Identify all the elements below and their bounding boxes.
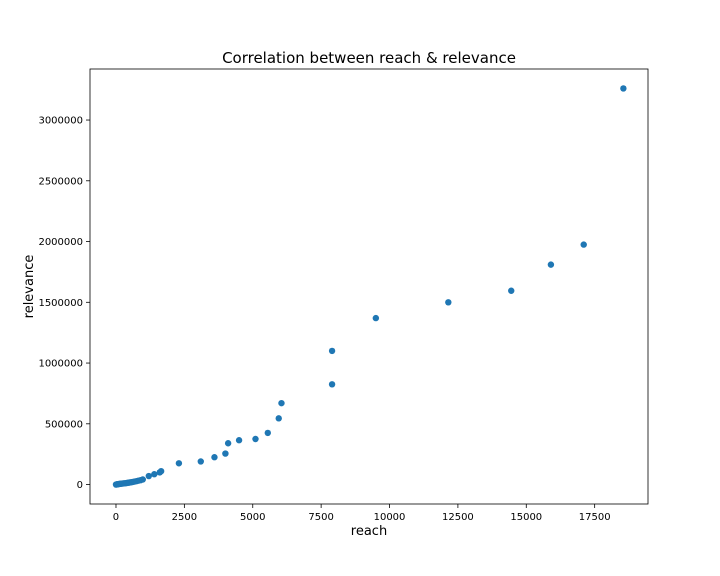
- data-point: [372, 314, 380, 322]
- data-point: [278, 399, 285, 407]
- data-point: [508, 287, 515, 294]
- data-point: [157, 467, 165, 475]
- data-point: [197, 458, 204, 465]
- data-point: [445, 299, 452, 306]
- y-tick-label: 1000000: [38, 359, 83, 370]
- x-tick-label: 10000: [374, 512, 406, 523]
- x-tick-label: 7500: [308, 512, 333, 523]
- data-point: [547, 261, 555, 268]
- x-axis-label: reach: [351, 524, 387, 539]
- x-axis-ticks: 0 2500 5000 7500 10000 12500 15000 17500: [113, 504, 611, 523]
- data-point: [580, 241, 587, 248]
- x-tick-label: 15000: [510, 512, 542, 523]
- y-tick-label: 0: [77, 480, 83, 491]
- data-point: [175, 460, 183, 467]
- y-axis-ticks: 0 500000 1000000 1500000 2000000 2500000 30000…: [38, 116, 90, 491]
- x-tick-label: 17500: [579, 512, 611, 523]
- data-point: [328, 347, 336, 355]
- plot-frame: [89, 68, 649, 505]
- x-tick-label: 2500: [172, 512, 197, 523]
- chart-title: Correlation between reach & relevance: [222, 49, 516, 67]
- data-point: [151, 471, 158, 478]
- data-point: [211, 454, 218, 461]
- x-tick-label: 5000: [240, 512, 265, 523]
- data-point: [264, 429, 271, 437]
- data-point: [222, 450, 229, 457]
- y-tick-label: 2000000: [38, 237, 83, 248]
- x-tick-label: 0: [113, 512, 119, 523]
- data-point: [235, 437, 243, 444]
- data-point: [139, 476, 146, 483]
- x-tick-label: 12500: [442, 512, 474, 523]
- y-tick-label: 2500000: [38, 176, 83, 187]
- y-tick-label: 3000000: [38, 116, 83, 127]
- data-points: [112, 85, 627, 488]
- data-point: [620, 85, 627, 92]
- data-point: [252, 435, 259, 443]
- data-point: [328, 381, 336, 388]
- y-axis-label: relevance: [22, 255, 37, 319]
- data-point: [145, 472, 153, 480]
- data-point: [224, 440, 232, 447]
- y-tick-label: 500000: [45, 419, 83, 430]
- y-tick-label: 1500000: [38, 298, 83, 309]
- data-point: [275, 415, 282, 422]
